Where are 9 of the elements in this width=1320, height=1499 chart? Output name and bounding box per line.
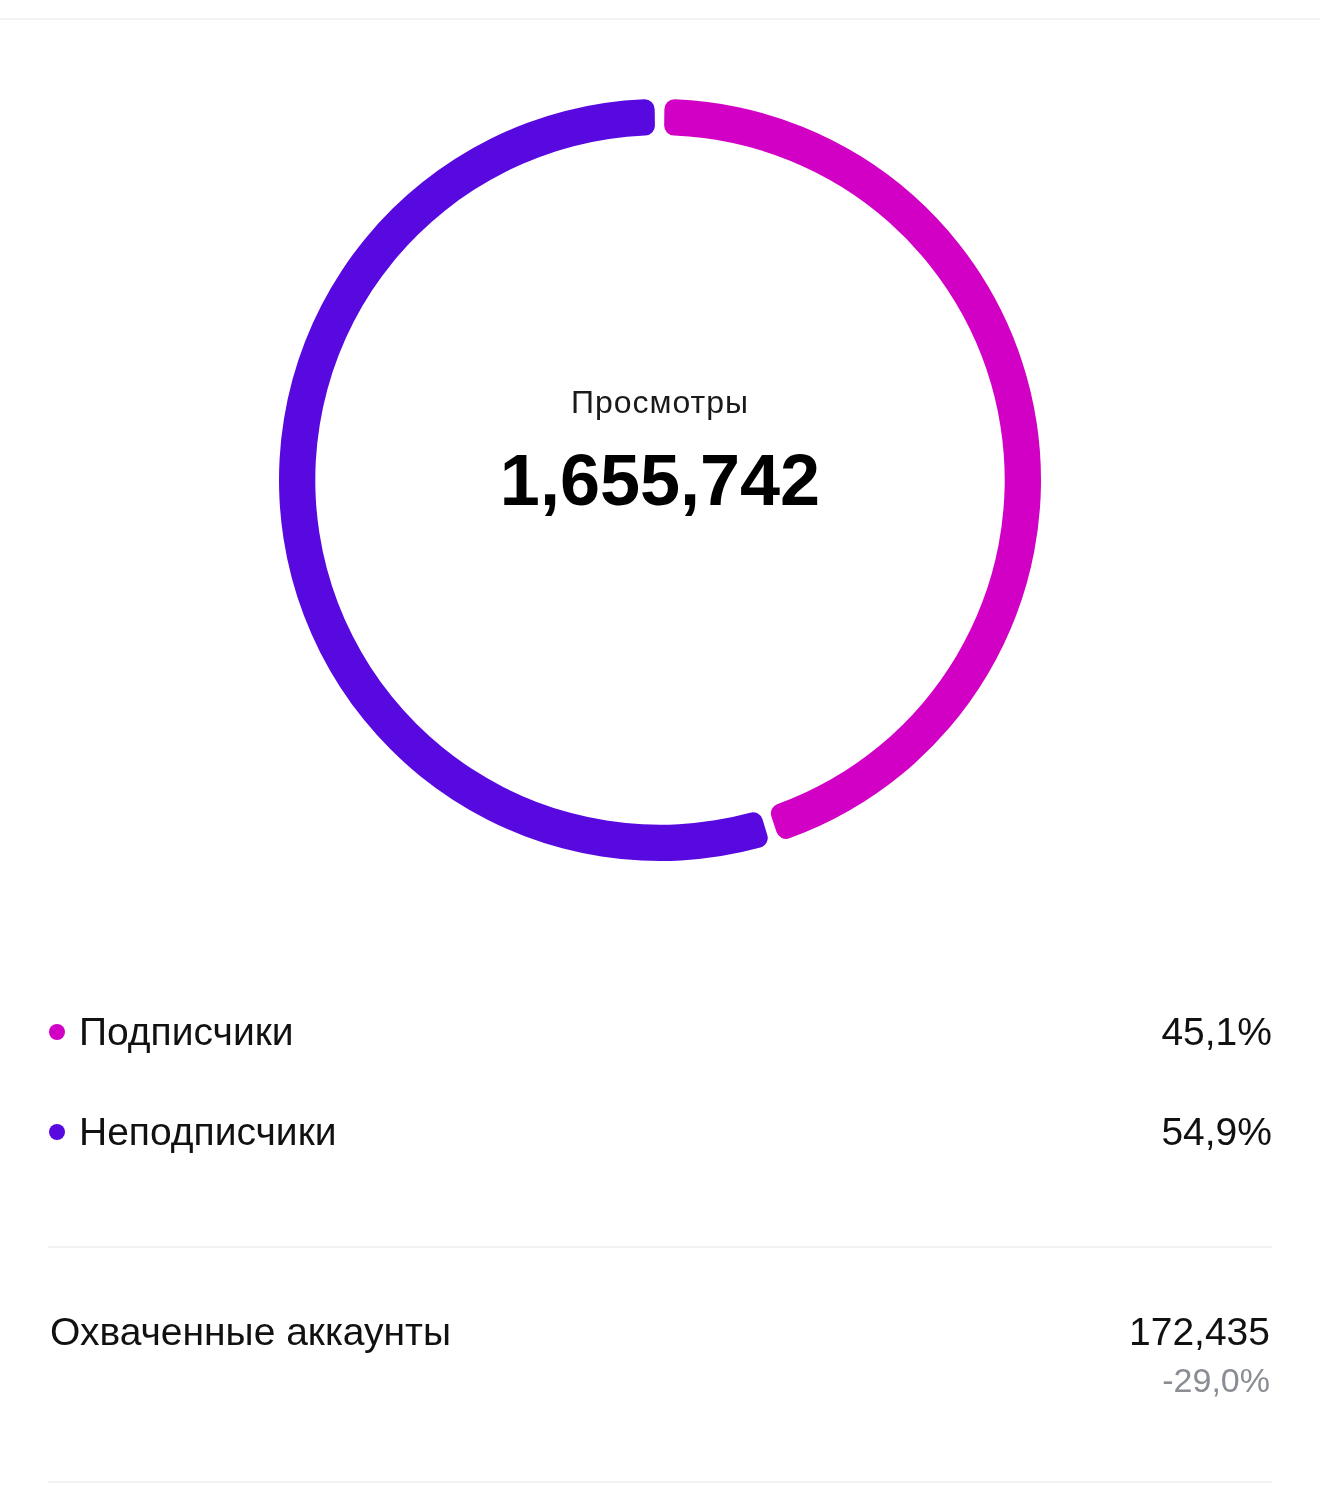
text: Просмотры [569, 383, 751, 422]
legend-label: Подписчики [79, 1009, 294, 1055]
text: 172,435 [1129, 1309, 1270, 1355]
text: -29,0% [1162, 1360, 1270, 1401]
text: Охваченные аккаунты [50, 1309, 452, 1355]
text: 1,655,742 [498, 439, 822, 522]
data-label: 45,1% [1161, 1009, 1272, 1055]
data-label: 54,9% [1161, 1109, 1272, 1155]
legend-label: Неподписчики [79, 1109, 337, 1155]
